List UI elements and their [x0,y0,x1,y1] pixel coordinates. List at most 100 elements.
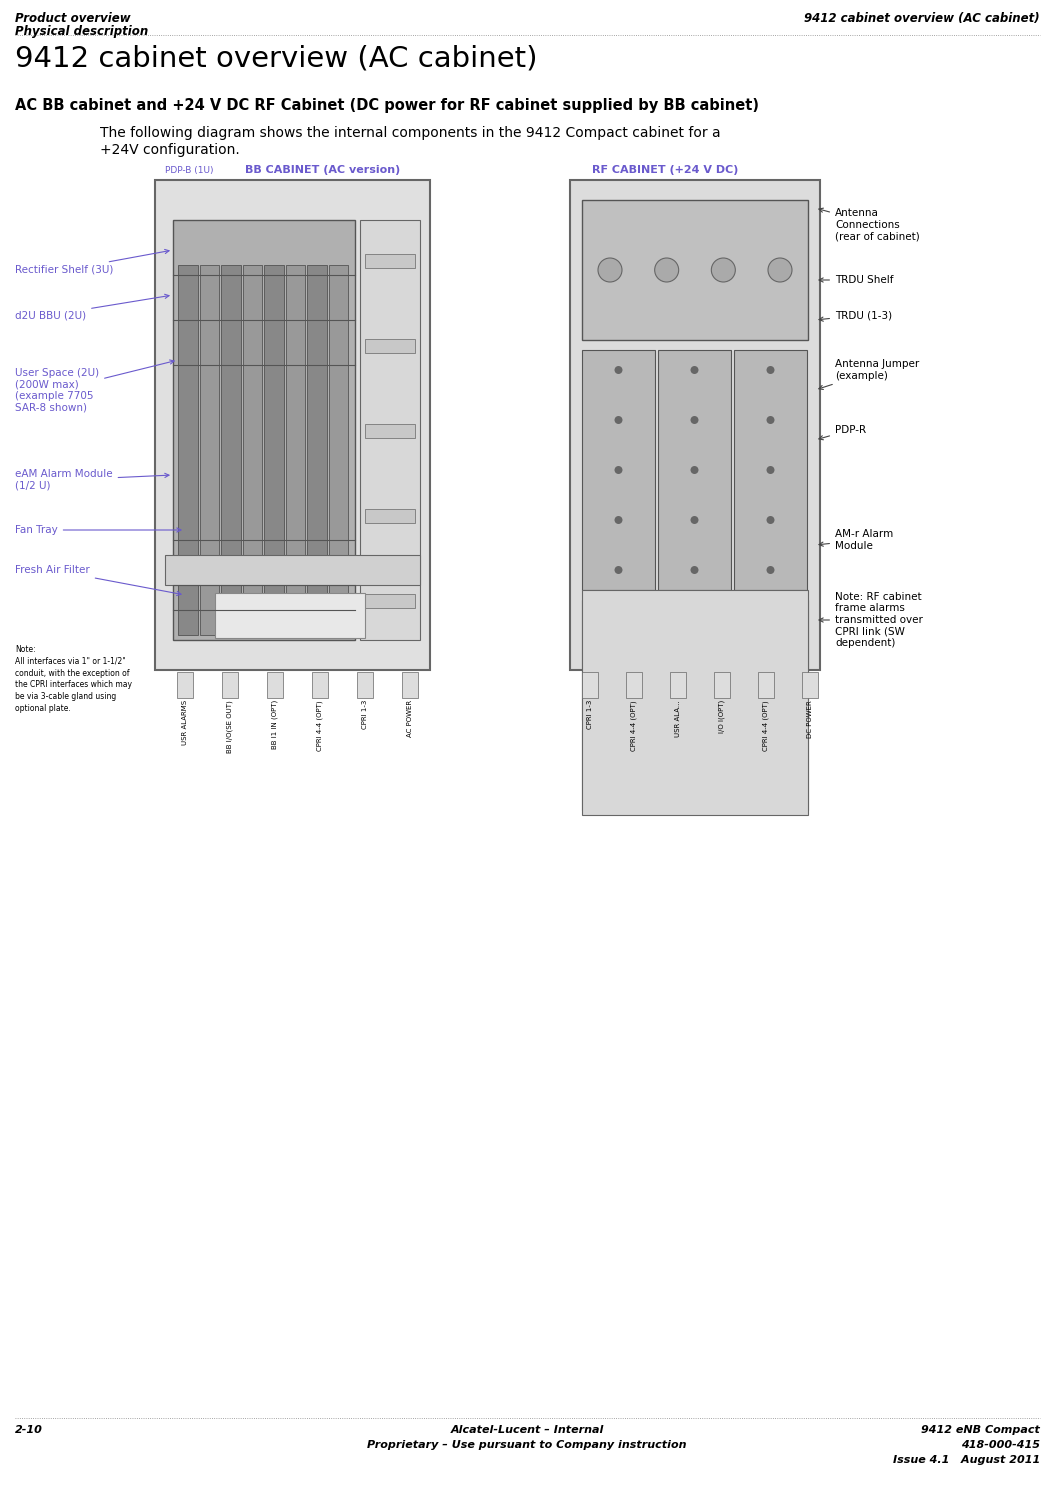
Bar [582,730,808,811]
Text: CPRI 1-3: CPRI 1-3 [587,700,593,730]
Bar [357,672,373,697]
Text: d2U BBU (2U): d2U BBU (2U) [15,294,169,320]
Bar [750,611,760,618]
Circle shape [768,258,792,282]
Text: AM-r Alarm
Module: AM-r Alarm Module [819,529,894,551]
Bar [710,611,720,618]
Text: AC POWER: AC POWER [407,700,413,738]
Text: CPRI 4-4 (OPT): CPRI 4-4 (OPT) [316,700,323,751]
Bar [360,221,420,641]
Text: Rectifier Shelf (3U): Rectifier Shelf (3U) [15,249,169,276]
Text: USR ALA...: USR ALA... [675,700,680,736]
Text: 9412 cabinet overview (AC cabinet): 9412 cabinet overview (AC cabinet) [15,45,537,73]
Circle shape [711,258,735,282]
Text: I/O I(OPT): I/O I(OPT) [718,700,725,733]
Bar [365,425,415,438]
Bar [173,221,354,641]
Text: Antenna Jumper
(example): Antenna Jumper (example) [819,359,919,389]
Text: CPRI 4-4 (OPT): CPRI 4-4 (OPT) [763,700,769,751]
Bar [365,340,415,353]
Text: Note:
All interfaces via 1" or 1-1/2"
conduit, with the exception of
the CPRI in: Note: All interfaces via 1" or 1-1/2" co… [15,645,132,714]
Text: BB CABINET (AC version): BB CABINET (AC version) [245,165,400,174]
Bar [734,350,807,590]
Bar [582,200,808,340]
Text: DC POWER: DC POWER [807,700,813,738]
Bar [710,700,720,709]
Text: PDP-R: PDP-R [819,425,866,440]
Bar [243,265,262,635]
Bar [630,700,640,709]
Text: BB I1 IN (OPT): BB I1 IN (OPT) [272,700,279,749]
Bar [402,672,418,697]
Text: Proprietary – Use pursuant to Company instruction: Proprietary – Use pursuant to Company in… [367,1439,687,1450]
Text: AC BB cabinet and +24 V DC RF Cabinet (DC power for RF cabinet supplied by BB ca: AC BB cabinet and +24 V DC RF Cabinet (D… [15,98,759,113]
Bar [757,672,774,697]
Bar [177,672,193,697]
Text: User Space (2U)
(200W max)
(example 7705
SAR-8 shown): User Space (2U) (200W max) (example 7705… [15,361,174,413]
Text: 2-10: 2-10 [15,1424,43,1435]
Bar [165,554,420,586]
Circle shape [655,258,678,282]
Text: PDP-B (1U): PDP-B (1U) [165,165,213,174]
Text: CPRI 4-4 (OPT): CPRI 4-4 (OPT) [631,700,637,751]
Circle shape [614,566,622,574]
Text: eAM Alarm Module
(1/2 U): eAM Alarm Module (1/2 U) [15,469,169,490]
Bar [178,265,197,635]
Text: Antenna
Connections
(rear of cabinet): Antenna Connections (rear of cabinet) [819,209,920,241]
Bar [365,510,415,523]
Bar [215,593,365,638]
Bar [365,253,415,268]
Text: USR ALARMS: USR ALARMS [183,700,188,745]
Bar [267,672,283,697]
Bar [658,350,731,590]
Text: TRDU Shelf: TRDU Shelf [819,276,894,285]
Bar [630,611,640,618]
Text: TRDU (1-3): TRDU (1-3) [819,310,893,322]
Circle shape [691,416,698,425]
Bar [670,656,680,665]
Circle shape [767,516,774,524]
Bar [582,350,655,590]
Circle shape [614,466,622,474]
Text: 9412 eNB Compact: 9412 eNB Compact [921,1424,1040,1435]
Circle shape [767,466,774,474]
Text: 418-000-415: 418-000-415 [961,1439,1040,1450]
Bar [220,265,241,635]
Bar [155,180,430,670]
Bar [570,180,820,670]
Bar [582,672,598,697]
Text: Fan Tray: Fan Tray [15,524,181,535]
Text: 9412 cabinet overview (AC cabinet): 9412 cabinet overview (AC cabinet) [804,12,1040,25]
Bar [710,656,720,665]
Bar [670,700,680,709]
Bar [307,265,326,635]
Text: RF CABINET (+24 V DC): RF CABINET (+24 V DC) [592,165,738,174]
Circle shape [691,367,698,374]
Bar [802,672,818,697]
Circle shape [767,416,774,425]
Bar [750,700,760,709]
Circle shape [767,367,774,374]
Bar [670,672,686,697]
Text: Alcatel-Lucent – Internal: Alcatel-Lucent – Internal [450,1424,603,1435]
Bar [222,672,238,697]
Bar [286,265,305,635]
Circle shape [767,566,774,574]
Bar [582,590,808,815]
Bar [790,700,800,709]
Bar [714,672,730,697]
Bar [312,672,328,697]
Bar [328,265,348,635]
Bar [590,656,600,665]
Circle shape [691,566,698,574]
Text: BB I/O(SE OUT): BB I/O(SE OUT) [227,700,233,752]
Bar [365,595,415,608]
Bar [590,700,600,709]
Bar [790,656,800,665]
Bar [264,265,284,635]
Text: Fresh Air Filter: Fresh Air Filter [15,565,181,596]
Bar [582,600,808,720]
Bar [610,738,730,802]
Text: Physical description: Physical description [15,25,149,39]
Circle shape [614,516,622,524]
